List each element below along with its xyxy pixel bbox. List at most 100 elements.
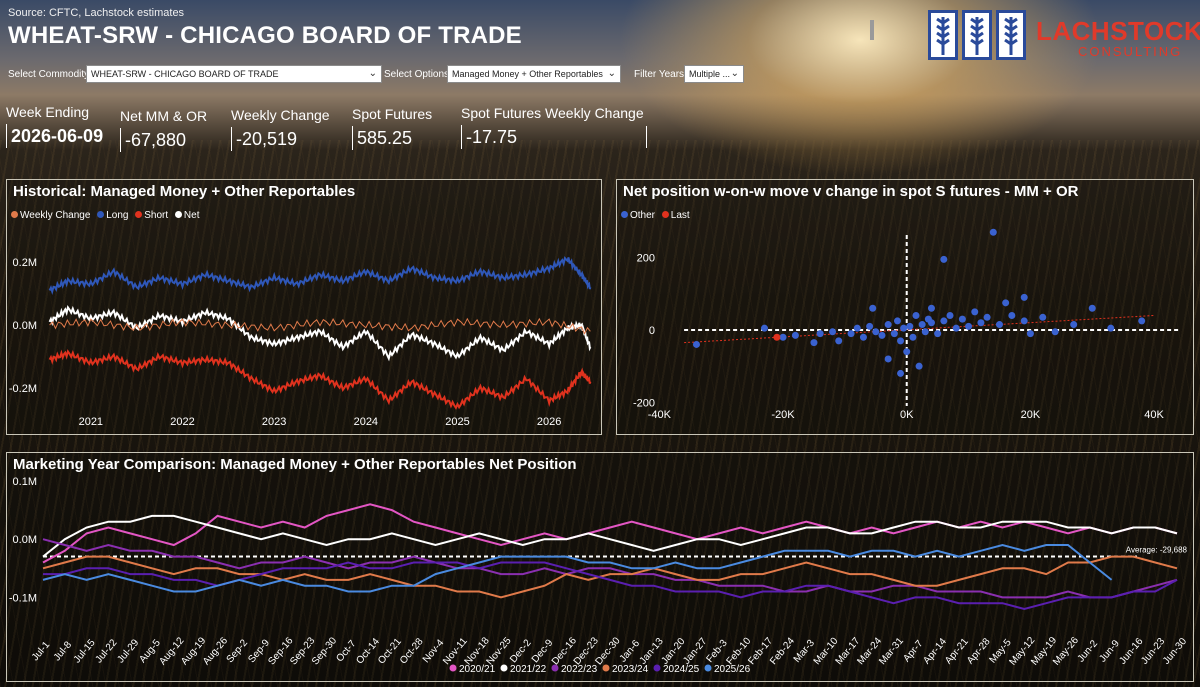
series-line-2023-24 [42, 555, 1178, 599]
legend-dot [174, 211, 182, 218]
kpi-label: Week Ending [6, 104, 90, 120]
wheat-logo-icon [962, 10, 992, 60]
marketing-year-title: Marketing Year Comparison: Managed Money… [13, 456, 577, 473]
scatter-point-other [958, 315, 966, 323]
marketing-year-chart[interactable]: 0.1M 0.0M -0.1M Jul-1 Jul-8Jul-15Jul-22Jul-2… [7, 453, 1193, 681]
historical-chart-title: Historical: Managed Money + Other Report… [13, 183, 356, 200]
scatter-point-other [890, 330, 898, 338]
average-label: Average: -29,688 [1126, 545, 1188, 554]
scatter-chart-title: Net position w-on-w move v change in spo… [623, 183, 1079, 200]
scatter-point-other [847, 330, 855, 338]
legend-label: 2022/23 [561, 664, 598, 675]
scatter-point-other [989, 228, 997, 236]
x-tick-label: 2024 [354, 416, 378, 428]
legend-long[interactable]: Long [97, 210, 128, 221]
scatter-point-other [940, 255, 948, 263]
legend-label: 2023/24 [612, 664, 649, 675]
header-divider [870, 20, 874, 40]
kpi-label: Spot Futures [352, 106, 433, 122]
x-tick-label: 2021 [79, 416, 103, 428]
legend-label: Short [144, 210, 169, 221]
wheat-logo-icon [928, 10, 958, 60]
x-tick-label: Mar-31 [877, 635, 906, 667]
commodity-select-value: WHEAT-SRW - CHICAGO BOARD OF TRADE [91, 69, 279, 79]
series-line-weekly-change [49, 317, 591, 335]
scatter-point-other [918, 321, 926, 329]
x-tick-label: Jul-1 [30, 639, 53, 663]
legend-dot [11, 211, 18, 218]
scatter-point-other [909, 333, 917, 341]
legend-net[interactable]: Net [174, 210, 199, 221]
scatter-point-other [977, 319, 985, 327]
scatter-point-other [893, 317, 901, 325]
legend-dot [449, 664, 457, 672]
years-select[interactable]: Multiple ... ⌄ [684, 65, 744, 83]
logo-name: LACHSTOCK [1036, 16, 1200, 46]
page-title: WHEAT-SRW - CHICAGO BOARD OF TRADE [8, 22, 522, 49]
series-line-2024-25 [43, 561, 1178, 611]
scatter-point-other [779, 333, 787, 341]
scatter-point-other [1020, 293, 1028, 301]
kpi-value: -67,880 [120, 128, 207, 152]
scatter-point-other [859, 333, 867, 341]
x-tick-label: 2023 [262, 416, 286, 428]
y-tick-label: -0.1M [9, 592, 37, 604]
scatter-point-other [816, 330, 824, 338]
x-tick-label: Jul-22 [94, 637, 120, 665]
scatter-point-other [1051, 328, 1059, 336]
series-line-2022-23 [42, 538, 1178, 599]
scatter-point-other [927, 304, 935, 312]
legend-short[interactable]: Short [135, 210, 168, 221]
scatter-point-other [853, 324, 861, 332]
scatter-point-other [872, 328, 880, 336]
scatter-point-other [791, 331, 799, 339]
legend-dot [602, 664, 610, 672]
scatter-point-other [903, 348, 911, 356]
scatter-point-other [900, 324, 908, 332]
legend-other[interactable]: Other [621, 210, 655, 221]
scatter-point-other [829, 328, 837, 336]
y-tick-label: 0 [649, 325, 655, 337]
series-line-2020-21 [42, 503, 1178, 564]
scatter-point-other [897, 369, 905, 377]
scatter-point-other [1138, 317, 1146, 325]
x-tick-label: 2022 [170, 416, 194, 428]
scatter-point-other [1026, 330, 1034, 338]
legend-label: Last [670, 210, 690, 221]
legend-label: Other [630, 210, 656, 221]
scatter-point-other [912, 312, 920, 319]
kpi-divider [646, 126, 647, 148]
scatter-point-other [897, 337, 905, 345]
scatter-point-other [1008, 312, 1016, 319]
x-tick-label: Sep-30 [310, 635, 339, 667]
x-tick-label: Oct-28 [398, 636, 426, 666]
legend-weekly-change[interactable]: Weekly Change [11, 210, 90, 221]
scatter-point-other [906, 322, 914, 330]
kpi-weekly-change: Weekly Change -20,519 [231, 107, 330, 151]
x-tick-label: -40K [648, 409, 672, 421]
x-tick-label: Aug-26 [201, 635, 230, 667]
scatter-point-other [1088, 304, 1096, 312]
kpi-label: Net MM & OR [120, 108, 208, 124]
legend-dot [661, 211, 669, 218]
x-tick-label: 40K [1144, 409, 1164, 421]
legend-last[interactable]: Last [661, 210, 690, 221]
scatter-point-other [921, 328, 929, 336]
scatter-point-other [1070, 321, 1078, 329]
y-tick-label: 200 [637, 253, 655, 265]
legend-label: 2021/22 [510, 664, 547, 675]
historical-legend: Weekly Change Long Short Net [11, 210, 203, 221]
options-select[interactable]: Managed Money + Other Reportables ⌄ [447, 65, 621, 83]
options-select-value: Managed Money + Other Reportables [452, 69, 603, 79]
x-tick-label: 2026 [537, 416, 561, 428]
legend-label: 2024/25 [663, 664, 700, 675]
scatter-chart[interactable]: 200 0 -200-40K -20K 0K 20K 40K [617, 180, 1193, 434]
scatter-point-last [773, 333, 781, 341]
kpi-net-mm-or: Net MM & OR -67,880 [120, 108, 207, 152]
series-line-net [48, 305, 592, 362]
scatter-point-other [965, 322, 973, 330]
historical-chart[interactable]: 0.2M 0.0M -0.2M 2021 2022 2023 2024 2025 2026 [7, 180, 601, 434]
commodity-select[interactable]: WHEAT-SRW - CHICAGO BOARD OF TRADE ⌄ [86, 65, 382, 83]
commodity-filter-label: Select Commodity: [8, 69, 92, 80]
scatter-point-other [995, 321, 1003, 329]
